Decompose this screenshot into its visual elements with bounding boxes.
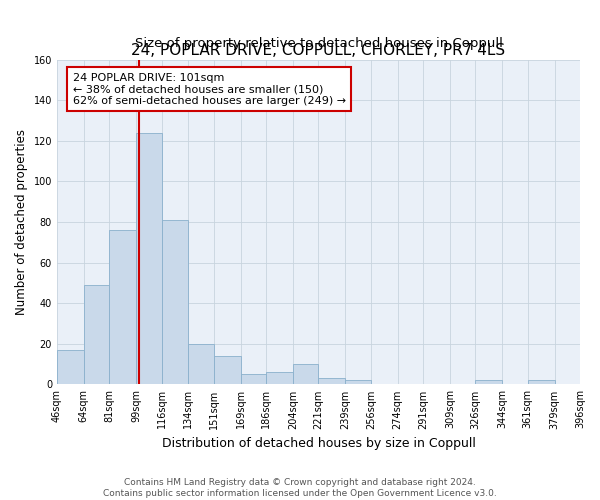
Bar [109,230,136,384]
Text: 24 POPLAR DRIVE: 101sqm
← 38% of detached houses are smaller (150)
62% of semi-d: 24 POPLAR DRIVE: 101sqm ← 38% of detache… [73,72,346,106]
Bar [241,374,266,384]
Y-axis label: Number of detached properties: Number of detached properties [15,129,28,315]
Bar [84,285,109,384]
Bar [161,220,188,384]
Bar [346,380,371,384]
Bar [475,380,502,384]
Title: 24, POPLAR DRIVE, COPPULL, CHORLEY, PR7 4LS: 24, POPLAR DRIVE, COPPULL, CHORLEY, PR7 … [131,44,506,59]
Bar [293,364,319,384]
Bar [136,132,161,384]
Bar [57,350,84,384]
Bar [319,378,346,384]
Text: Contains HM Land Registry data © Crown copyright and database right 2024.
Contai: Contains HM Land Registry data © Crown c… [103,478,497,498]
Bar [527,380,554,384]
Bar [188,344,214,385]
Text: Size of property relative to detached houses in Coppull: Size of property relative to detached ho… [134,37,502,50]
X-axis label: Distribution of detached houses by size in Coppull: Distribution of detached houses by size … [161,437,475,450]
Bar [266,372,293,384]
Bar [214,356,241,384]
